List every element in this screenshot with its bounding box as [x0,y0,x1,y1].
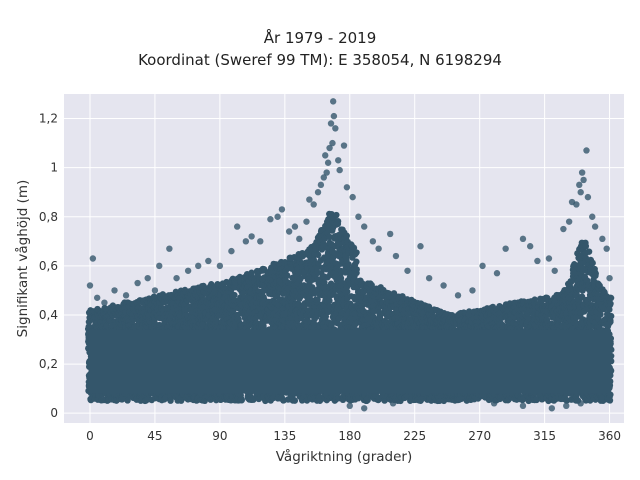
data-point [236,273,244,281]
data-point [248,269,255,276]
data-point [238,397,245,404]
data-point [231,291,238,299]
data-point [291,397,299,404]
data-point [118,396,126,403]
data-point [314,251,322,259]
data-point [353,249,360,256]
data-point [199,320,207,328]
data-point [283,272,291,279]
data-point [343,232,350,239]
data-point [326,233,333,241]
data-point [334,220,342,228]
data-points [84,98,615,412]
point-cloud [84,210,615,405]
data-point [333,211,340,219]
chart-title-line-1: År 1979 - 2019 [263,29,377,47]
data-point [326,297,333,304]
data-point [353,258,360,265]
data-point [316,397,324,404]
data-point [353,266,360,273]
chart-title-line-2: Koordinat (Sweref 99 TM): E 358054, N 61… [138,51,502,69]
